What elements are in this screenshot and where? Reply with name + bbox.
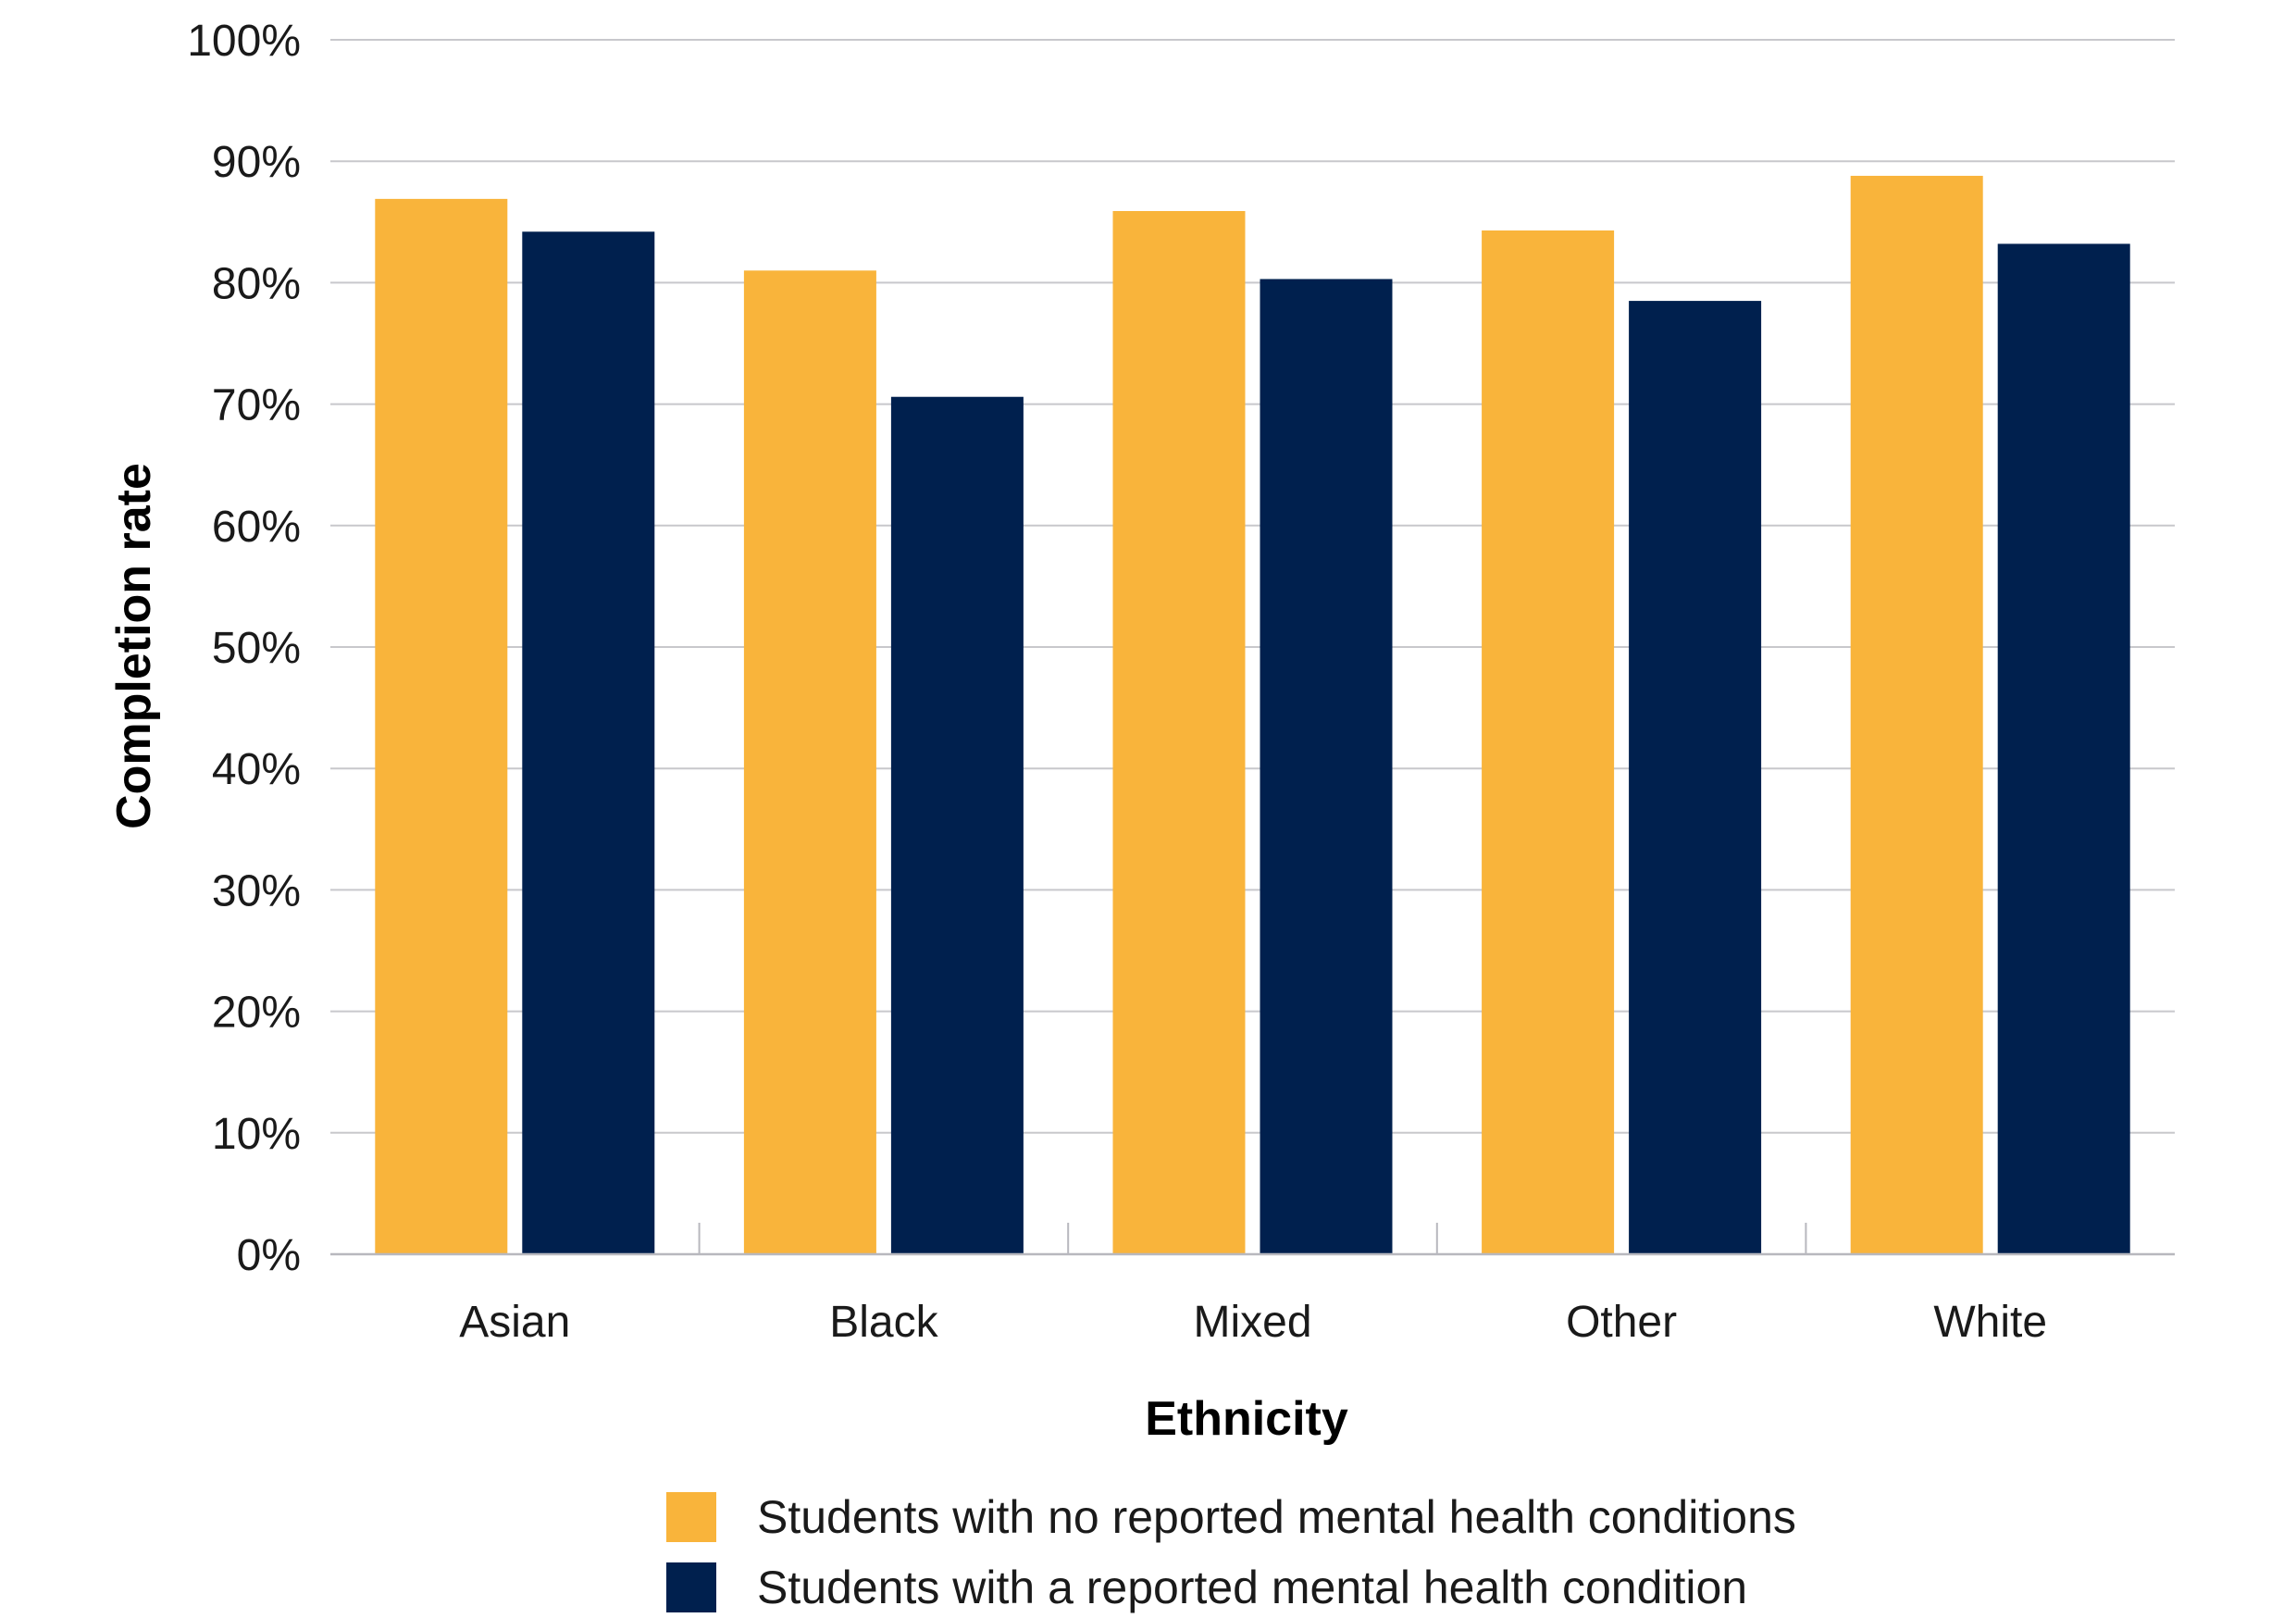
- bar-mixed-series-1: [1260, 279, 1393, 1254]
- y-tick-label: 0%: [237, 1231, 301, 1280]
- bar-other-series-1: [1629, 301, 1762, 1255]
- x-category-label: Asian: [459, 1298, 570, 1347]
- legend: Students with no reported mental health …: [666, 1491, 1796, 1613]
- bar-black-series-0: [743, 270, 876, 1254]
- bar-other-series-0: [1482, 230, 1615, 1254]
- y-axis-title: Completion rate: [107, 463, 161, 829]
- y-tick-label: 30%: [212, 866, 301, 915]
- y-tick-label: 50%: [212, 624, 301, 673]
- legend-label: Students with a reported mental health c…: [757, 1562, 1747, 1613]
- x-category-label: White: [1933, 1298, 2047, 1347]
- x-axis-title: Ethnicity: [1145, 1392, 1348, 1446]
- legend-label: Students with no reported mental health …: [757, 1491, 1796, 1543]
- legend-swatch: [666, 1492, 716, 1542]
- y-tick-label: 70%: [212, 381, 301, 430]
- y-tick-label: 60%: [212, 503, 301, 552]
- bar-black-series-1: [890, 396, 1024, 1254]
- x-category-label: Mixed: [1193, 1298, 1311, 1347]
- bar-asian-series-1: [522, 231, 655, 1254]
- bar-white-series-1: [1997, 243, 2130, 1254]
- y-tick-label: 20%: [212, 989, 301, 1038]
- bar-white-series-0: [1850, 175, 1983, 1255]
- x-axis: [330, 1223, 2175, 1256]
- x-category-label: Other: [1566, 1298, 1677, 1347]
- x-category-label: Black: [829, 1298, 938, 1347]
- y-tick-label: 40%: [212, 745, 301, 794]
- y-tick-label: 90%: [212, 138, 301, 187]
- y-tick-label: 10%: [212, 1110, 301, 1159]
- bar-mixed-series-0: [1112, 210, 1246, 1255]
- bars: [375, 175, 2130, 1255]
- y-tick-label: 100%: [187, 17, 301, 66]
- x-axis-categories: Asian Black Mixed Other White: [459, 1298, 2047, 1347]
- y-axis-ticks: 0% 10% 20% 30% 40% 50% 60% 70% 80% 90% 100%: [187, 17, 301, 1280]
- legend-swatch: [666, 1562, 716, 1612]
- bar-asian-series-0: [375, 198, 508, 1255]
- y-tick-label: 80%: [212, 259, 301, 308]
